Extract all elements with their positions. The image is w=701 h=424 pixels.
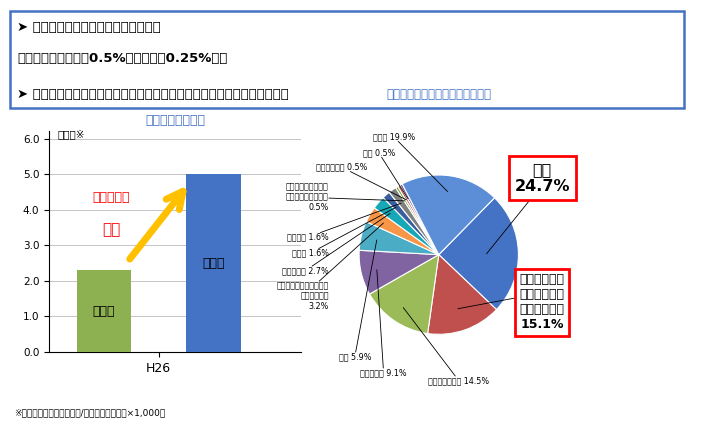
Wedge shape [397, 185, 439, 255]
Text: 飛来、落下 9.1%: 飛来、落下 9.1% [360, 270, 407, 377]
Wedge shape [369, 255, 439, 334]
Text: ２倍: ２倍 [102, 222, 121, 237]
Text: ※千人率＝〔（年死傷者数/年平均労働者数）×1,000〕: ※千人率＝〔（年死傷者数/年平均労働者数）×1,000〕 [14, 408, 165, 418]
Text: 千人率※: 千人率※ [58, 130, 86, 139]
Text: 墜落
24.7%: 墜落 24.7% [515, 162, 570, 194]
Text: 死傷事故率: 死傷事故率 [93, 191, 130, 204]
Text: 建設機械等の
転倒、下敷、
接触、衝突等
15.1%: 建設機械等の 転倒、下敷、 接触、衝突等 15.1% [520, 273, 565, 332]
Wedge shape [359, 250, 439, 294]
Wedge shape [374, 198, 439, 255]
Text: 土砂崩壊 1.6%: 土砂崩壊 1.6% [287, 203, 401, 242]
Title: 死傷事故率の比較: 死傷事故率の比較 [145, 114, 205, 128]
Text: ➤ 事故要因としては、建設機械との接触による事故は、墜落に次いで多い: ➤ 事故要因としては、建設機械との接触による事故は、墜落に次いで多い [18, 88, 289, 101]
Wedge shape [395, 186, 439, 255]
Title: 建設業における労働災害発生要因: 建設業における労働災害発生要因 [386, 88, 491, 101]
Text: 自動車の転倒、下敷き、
接触、衝突等
3.2%: 自動車の転倒、下敷き、 接触、衝突等 3.2% [277, 223, 383, 311]
Bar [186, 174, 241, 352]
Text: 取扱運搬等 2.7%: 取扱運搬等 2.7% [282, 213, 390, 275]
Text: 建設業: 建設業 [203, 257, 225, 270]
Wedge shape [428, 255, 496, 334]
Text: クレーン等の転倒、
下敷、接触、衝突等
0.5%: クレーン等の転倒、 下敷、接触、衝突等 0.5% [286, 182, 404, 212]
Text: 爆発、火災等 0.5%: 爆発、火災等 0.5% [315, 162, 407, 200]
Wedge shape [402, 175, 495, 255]
Text: 全産業: 全産業 [93, 304, 115, 318]
Text: その他 19.9%: その他 19.9% [373, 132, 447, 192]
Wedge shape [359, 222, 439, 255]
Text: 倒壊 5.9%: 倒壊 5.9% [339, 240, 376, 361]
Text: 落盤等 1.6%: 落盤等 1.6% [292, 207, 396, 257]
Text: 電気 0.5%: 電気 0.5% [362, 148, 408, 199]
Wedge shape [389, 188, 439, 255]
Text: ➤ 全産業と比べて、２倍の死傷事故率: ➤ 全産業と比べて、２倍の死傷事故率 [18, 21, 161, 33]
Wedge shape [439, 198, 519, 310]
Text: 工具等取り扱い 14.5%: 工具等取り扱い 14.5% [403, 307, 489, 385]
Wedge shape [383, 192, 439, 255]
Bar [76, 270, 131, 352]
Wedge shape [366, 208, 439, 255]
Text: （年間労働者の約0.5%（全産業約0.25%））: （年間労働者の約0.5%（全産業約0.25%）） [18, 52, 228, 65]
Wedge shape [400, 184, 439, 255]
